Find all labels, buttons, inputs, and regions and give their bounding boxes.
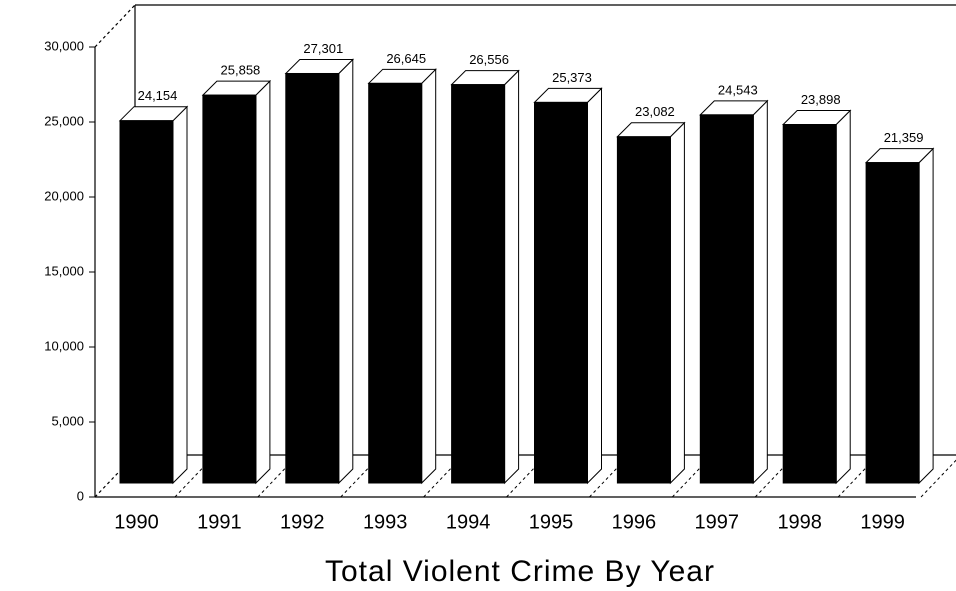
bar-side — [587, 87, 602, 485]
bar — [285, 72, 340, 484]
y-tick-label: 10,000 — [44, 338, 84, 353]
value-label: 23,082 — [635, 104, 675, 119]
x-tick-label: 1990 — [114, 511, 159, 533]
value-label: 21,359 — [884, 130, 924, 145]
bar-side — [752, 99, 768, 485]
y-tick-label: 30,000 — [44, 38, 84, 53]
x-tick-label: 1994 — [446, 511, 491, 533]
floor-divider — [920, 459, 956, 498]
x-tick-label: 1995 — [529, 511, 574, 533]
bar-side — [338, 58, 354, 485]
bar-side — [421, 68, 437, 485]
bar-side — [255, 79, 271, 485]
bar-side — [172, 105, 188, 485]
value-label: 26,556 — [469, 52, 509, 67]
x-tick-label: 1992 — [280, 511, 325, 533]
value-label: 26,645 — [386, 51, 426, 66]
value-label: 27,301 — [303, 41, 343, 56]
value-label: 24,543 — [718, 82, 758, 97]
x-tick-label: 1998 — [777, 511, 822, 533]
chart-title: Total Violent Crime By Year — [325, 555, 715, 588]
x-tick-label: 1999 — [860, 511, 905, 533]
bar-side — [835, 109, 851, 485]
bar — [865, 162, 920, 484]
y-tick-label: 0 — [77, 488, 84, 503]
bar — [368, 82, 423, 484]
depth-line — [94, 4, 136, 48]
bar-side — [918, 147, 934, 485]
x-tick-label: 1997 — [695, 511, 740, 533]
x-tick-label: 1993 — [363, 511, 408, 533]
bar — [202, 94, 257, 484]
bar-side — [669, 121, 685, 485]
bar — [534, 101, 588, 484]
y-tick-label: 25,000 — [44, 113, 84, 128]
bar — [451, 84, 506, 484]
x-tick-label: 1996 — [612, 511, 657, 533]
bar — [699, 114, 754, 484]
y-tick-label: 15,000 — [44, 263, 84, 278]
value-label: 25,858 — [221, 63, 261, 78]
bar — [119, 120, 174, 484]
x-tick-label: 1991 — [197, 511, 242, 533]
bar — [782, 124, 837, 484]
bar — [616, 136, 671, 484]
value-label: 24,154 — [138, 88, 178, 103]
y-tick-label: 20,000 — [44, 188, 84, 203]
value-label: 23,898 — [801, 92, 841, 107]
value-label: 25,373 — [552, 70, 592, 85]
bar-side — [504, 69, 520, 485]
y-tick-label: 5,000 — [51, 413, 84, 428]
